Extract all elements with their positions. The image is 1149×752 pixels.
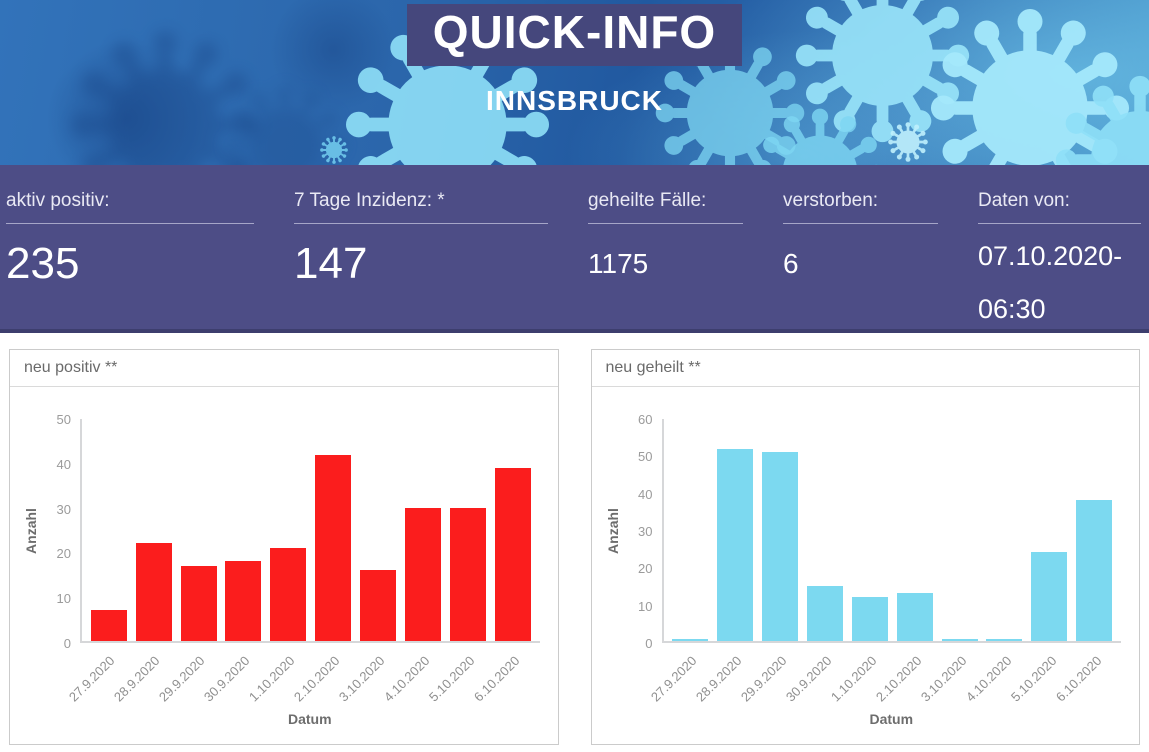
- bar: [1031, 552, 1068, 641]
- bar: [806, 585, 843, 641]
- plot-area: [80, 419, 540, 643]
- bars: [82, 419, 540, 641]
- y-tick-label: 10: [638, 598, 653, 614]
- y-tick-label: 40: [638, 486, 653, 502]
- y-tick-label: 0: [645, 636, 653, 651]
- charts-row: neu positiv ** Anzahl 0 10 20 30 40 50 27.9.2…: [0, 349, 1149, 745]
- y-axis-title: Anzahl: [600, 419, 626, 643]
- virus-icon: [888, 122, 928, 162]
- header-banner: QUICK-INFO INNSBRUCK: [0, 0, 1149, 165]
- x-labels: 27.9.2020 28.9.2020 29.9.2020 30.9.2020 1.10…: [66, 643, 540, 709]
- divider: [588, 223, 743, 224]
- stats-bar: aktiv positiv: 235 7 Tage Inzidenz: * 14…: [0, 165, 1149, 333]
- bar: [851, 596, 888, 641]
- stat-value: 1175: [588, 248, 649, 279]
- y-tick-label: 20: [56, 546, 71, 562]
- stat-aktiv-positiv: aktiv positiv: 235: [0, 190, 288, 335]
- bar: [449, 507, 486, 641]
- y-tick-label: 20: [638, 561, 653, 577]
- bar: [270, 547, 307, 641]
- bar: [404, 507, 441, 641]
- stat-label: aktiv positiv:: [6, 190, 110, 211]
- bar: [1076, 500, 1113, 641]
- x-tick-label: 27.9.2020: [647, 653, 700, 705]
- bar: [762, 452, 799, 641]
- bar: [941, 639, 978, 641]
- stat-7-tage-inzidenz: 7 Tage Inzidenz: * 147: [288, 190, 582, 335]
- page-title: QUICK-INFO: [432, 6, 717, 58]
- bar: [360, 569, 397, 641]
- bar: [494, 467, 531, 641]
- virus-icon: [320, 136, 348, 164]
- stat-value: 07.10.2020-06:30: [978, 241, 1123, 324]
- page-subtitle: INNSBRUCK: [486, 85, 663, 116]
- stat-verstorben: verstorben: 6: [777, 190, 972, 335]
- bar: [717, 448, 754, 641]
- y-tick-label: 50: [638, 449, 653, 465]
- x-axis-title: Datum: [287, 711, 332, 727]
- y-tick-label: 40: [56, 456, 71, 472]
- x-tick: 6.10.2020: [471, 643, 530, 709]
- y-tick-label: 10: [56, 591, 71, 607]
- chart-panel-neu-positiv: neu positiv ** Anzahl 0 10 20 30 40 50 27.9.2…: [9, 349, 559, 745]
- divider: [783, 223, 938, 224]
- plot-area: [661, 419, 1122, 643]
- y-axis: 0 10 20 30 40 50 60: [626, 412, 662, 651]
- bar: [90, 609, 127, 641]
- stat-value: 235: [6, 239, 80, 288]
- divider: [978, 223, 1141, 224]
- y-tick-label: 50: [56, 412, 71, 427]
- x-labels: 27.9.2020 28.9.2020 29.9.2020 30.9.2020 1.10…: [648, 643, 1122, 709]
- stat-daten-von: Daten von: 07.10.2020-06:30: [972, 190, 1149, 335]
- stat-label: verstorben:: [783, 190, 879, 211]
- chart-title: neu geheilt **: [591, 350, 1139, 387]
- bar: [225, 561, 262, 641]
- bar-chart-neu-geheilt: Anzahl 0 10 20 30 40 50 60 27.9.2020 28.9.2020 2…: [592, 387, 1140, 733]
- y-axis-title-text: Anzahl: [23, 508, 39, 554]
- bar: [986, 639, 1023, 641]
- x-tick: 6.10.2020: [1053, 643, 1112, 709]
- y-tick-label: 0: [63, 636, 71, 651]
- stat-value: 147: [294, 239, 368, 288]
- bar: [135, 543, 172, 641]
- bar: [672, 639, 709, 641]
- bars: [664, 419, 1122, 641]
- x-tick-label: 27.9.2020: [66, 653, 118, 705]
- stat-label: geheilte Fälle:: [588, 190, 707, 211]
- stat-value: 6: [783, 248, 799, 279]
- dashboard-title-box: QUICK-INFO: [406, 4, 743, 66]
- divider: [6, 223, 254, 224]
- chart-title: neu positiv **: [10, 350, 558, 387]
- bar: [315, 454, 352, 641]
- y-axis: 0 10 20 30 40 50: [44, 412, 80, 651]
- x-axis-title: Datum: [869, 711, 914, 727]
- y-tick-label: 30: [56, 501, 71, 517]
- divider: [294, 223, 548, 224]
- y-tick-label: 30: [638, 524, 653, 539]
- stat-label: 7 Tage Inzidenz: *: [294, 190, 445, 211]
- stat-geheilte-faelle: geheilte Fälle: 1175: [582, 190, 777, 335]
- bar: [180, 565, 217, 641]
- y-axis-title: Anzahl: [18, 419, 44, 643]
- y-tick-label: 60: [638, 412, 653, 427]
- y-axis-title-text: Anzahl: [604, 508, 621, 554]
- bar: [896, 592, 933, 641]
- chart-panel-neu-geheilt: neu geheilt ** Anzahl 0 10 20 30 40 50 60 27.9…: [590, 349, 1140, 745]
- stat-label: Daten von:: [978, 190, 1070, 211]
- bar-chart-neu-positiv: Anzahl 0 10 20 30 40 50 27.9.2020 28.9.2020 29.…: [10, 387, 558, 733]
